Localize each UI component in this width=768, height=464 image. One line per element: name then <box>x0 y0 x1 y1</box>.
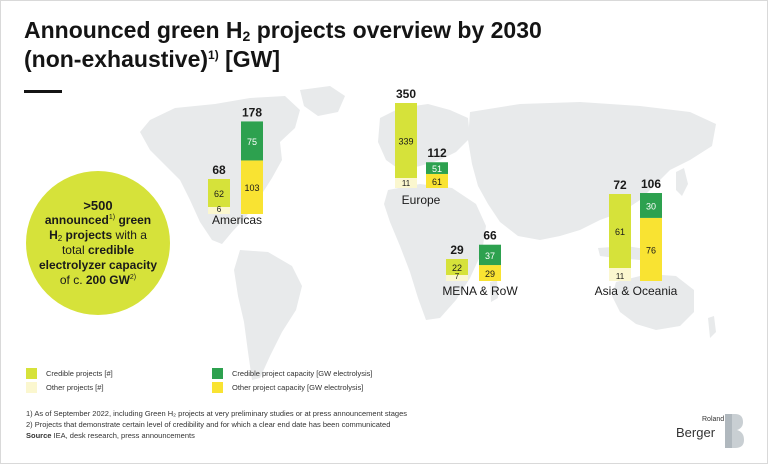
total-americas-projects: 68 <box>212 163 226 177</box>
logo-berger-text: Berger <box>676 425 716 440</box>
legend-swatch <box>26 382 37 393</box>
bar-asia-oceania-credible-projects <box>609 194 631 268</box>
legend-item-other-capacity: Other project capacity [GW electrolysis] <box>212 382 363 393</box>
bar-americas-credible-capacity <box>241 121 263 161</box>
logo-roland-text: Roland <box>702 416 725 423</box>
region-label-mena-row: MENA & RoW <box>442 284 518 298</box>
legend-item-other-projects: Other projects [#] <box>26 382 104 393</box>
headline-callout: >500 announced1) green H2 projects with … <box>26 171 170 315</box>
bar-mena-row-other-capacity <box>479 265 501 281</box>
bar-mena-row-credible-capacity <box>479 244 501 266</box>
map-madagascar <box>490 280 498 302</box>
total-europe-projects: 350 <box>396 87 416 101</box>
label-mena-row-credible-capacity: 37 <box>485 251 495 261</box>
logo-b-mark <box>725 414 744 448</box>
title-line-1: Announced green H2 projects overview by … <box>24 17 542 44</box>
label-asia-oceania-other-projects: 11 <box>616 272 625 281</box>
region-label-americas: Americas <box>212 213 262 227</box>
label-europe-credible-projects: 339 <box>398 137 413 147</box>
bar-americas-credible-projects <box>208 179 230 207</box>
callout-line-3: H2 projects with a <box>49 228 147 243</box>
map-africa <box>384 184 486 320</box>
world-map-background <box>140 86 716 380</box>
callout-line-2: announced1) green <box>44 213 152 227</box>
total-asia-oceania-capacity: 106 <box>641 177 661 191</box>
bar-europe-credible-capacity <box>426 162 448 174</box>
label-europe-other-capacity: 61 <box>432 177 442 187</box>
map-new-zealand <box>708 316 716 338</box>
footnote-2: 2) Projects that demonstrate certain lev… <box>26 420 391 429</box>
legend-label: Credible projects [#] <box>46 369 113 378</box>
legend-swatch <box>212 382 223 393</box>
footnotes: 1) As of September 2022, including Green… <box>26 408 407 441</box>
label-americas-other-capacity: 103 <box>244 183 259 193</box>
label-mena-row-other-projects: 7 <box>455 272 460 281</box>
region-label-europe: Europe <box>402 193 441 207</box>
label-americas-other-projects: 6 <box>217 205 222 214</box>
legend-label: Other project capacity [GW electrolysis] <box>232 383 364 392</box>
roland-berger-logo: Roland Berger <box>676 410 746 450</box>
region-label-asia-oceania: Asia & Oceania <box>595 284 678 298</box>
label-americas-credible-projects: 62 <box>214 189 224 199</box>
total-americas-capacity: 178 <box>242 105 262 119</box>
label-mena-row-other-capacity: 29 <box>485 269 495 279</box>
map-south-america <box>234 250 302 380</box>
label-asia-oceania-other-capacity: 76 <box>646 245 656 255</box>
map-australia <box>612 274 694 330</box>
legend-swatch <box>212 368 223 379</box>
legend-item-credible-projects: Credible projects [#] <box>26 368 113 379</box>
source-line: Source IEA, desk research, press announc… <box>26 431 195 440</box>
map-asia <box>468 102 716 240</box>
callout-line-4: total credible <box>61 243 135 257</box>
bar-europe-other-projects <box>395 178 417 188</box>
bar-asia-oceania-credible-capacity <box>640 193 662 218</box>
title-line-2: (non-exhaustive)1) [GW] <box>24 46 281 72</box>
label-asia-oceania-credible-projects: 61 <box>615 227 625 237</box>
label-asia-oceania-credible-capacity: 30 <box>646 201 656 211</box>
bar-asia-oceania-other-projects <box>609 268 631 281</box>
legend-item-credible-capacity: Credible project capacity [GW electrolys… <box>212 368 372 379</box>
total-europe-capacity: 112 <box>427 146 447 160</box>
legend-label: Other projects [#] <box>46 383 104 392</box>
bar-americas-other-capacity <box>241 160 263 214</box>
callout-line-5: electrolyzer capacity <box>38 258 158 272</box>
bar-mena-row-other-projects <box>446 275 468 281</box>
total-asia-oceania-projects: 72 <box>613 178 627 192</box>
label-europe-credible-capacity: 51 <box>432 164 442 174</box>
bars-layer: 62 6 68 75 103 178 Americas 339 11 350 51 61 112 Euro… <box>208 87 678 298</box>
bar-asia-oceania-other-capacity <box>640 217 662 281</box>
label-mena-row-credible-projects: 22 <box>452 263 462 273</box>
total-mena-row-projects: 29 <box>450 243 464 257</box>
callout-line-1: >500 <box>83 198 113 213</box>
legend-swatch <box>26 368 37 379</box>
bar-americas-other-projects <box>208 207 230 214</box>
bar-europe-credible-projects <box>395 103 417 178</box>
bar-mena-row-credible-projects <box>446 259 468 275</box>
label-europe-other-projects: 11 <box>402 179 411 188</box>
map-japan <box>676 168 688 196</box>
callout-line-6: of c. 200 GW2) <box>59 273 137 287</box>
map-europe <box>378 104 470 170</box>
total-mena-row-capacity: 66 <box>483 229 497 243</box>
label-americas-credible-capacity: 75 <box>247 137 257 147</box>
bar-europe-other-capacity <box>426 173 448 188</box>
map-greenland <box>300 86 345 116</box>
chart-title: Announced green H2 projects overview by … <box>24 16 664 74</box>
legend-label: Credible project capacity [GW electrolys… <box>232 369 373 378</box>
footnote-1: 1) As of September 2022, including Green… <box>26 409 408 418</box>
title-underline <box>24 90 62 93</box>
